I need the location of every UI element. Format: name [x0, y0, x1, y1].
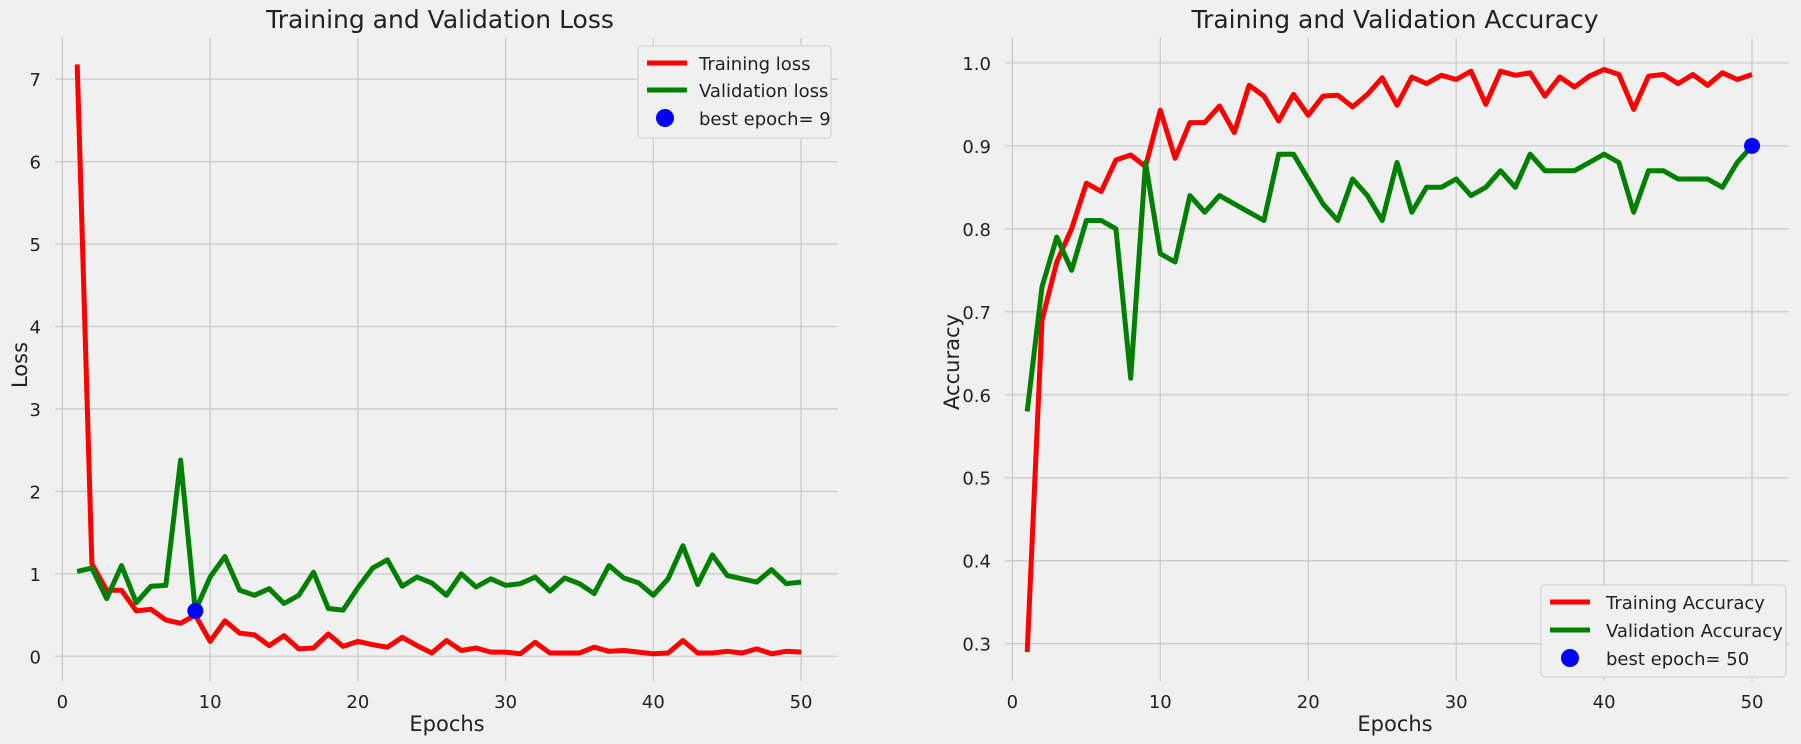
loss-legend-box: [637, 45, 832, 139]
loss-x-tick-2: 20: [346, 692, 369, 713]
loss-y-tick-0: 0: [30, 647, 41, 668]
accuracy-y-tick-5: 0.8: [962, 220, 991, 241]
loss-ticks: 0 1 2 3 4 5 6 7 0 10 20 30 40 50: [30, 70, 813, 713]
loss-chart-title: Training and Validation Loss: [265, 5, 614, 34]
loss-y-tick-3: 3: [30, 400, 41, 421]
accuracy-x-tick-1: 10: [1149, 692, 1172, 713]
loss-legend: Training loss Validation loss best epoch…: [637, 45, 832, 139]
loss-y-tick-4: 4: [30, 318, 41, 339]
loss-y-tick-1: 1: [30, 565, 41, 586]
accuracy-legend-marker-best: [1561, 649, 1579, 667]
loss-x-tick-5: 50: [790, 692, 813, 713]
loss-y-tick-7: 7: [30, 70, 41, 91]
accuracy-x-tick-0: 0: [1007, 692, 1018, 713]
accuracy-y-axis-label: Accuracy: [940, 314, 964, 410]
loss-legend-label-validation: Validation loss: [699, 81, 828, 102]
loss-chart: 0 1 2 3 4 5 6 7 0 10 20 30 40 50 Training and Validat…: [8, 5, 838, 736]
accuracy-x-tick-3: 30: [1445, 692, 1468, 713]
accuracy-series-line-validation: [1024, 144, 1754, 412]
loss-legend-label-best: best epoch= 9: [699, 109, 831, 130]
loss-y-tick-2: 2: [30, 482, 41, 503]
accuracy-x-axis-label: Epochs: [1357, 712, 1432, 736]
accuracy-legend-label-validation: Validation Accuracy: [1606, 621, 1783, 642]
loss-x-tick-0: 0: [57, 692, 68, 713]
loss-grid: [55, 38, 838, 681]
accuracy-legend-label-training: Training Accuracy: [1605, 593, 1765, 614]
accuracy-best-epoch-point: [1744, 137, 1761, 154]
accuracy-y-tick-7: 1.0: [962, 54, 991, 75]
loss-y-tick-5: 5: [30, 235, 41, 256]
accuracy-legend-label-best: best epoch= 50: [1606, 649, 1749, 670]
loss-best-epoch-point: [187, 602, 204, 619]
accuracy-y-tick-2: 0.5: [962, 469, 991, 490]
loss-legend-label-training: Training loss: [698, 54, 811, 75]
accuracy-y-tick-6: 0.9: [962, 137, 991, 158]
loss-series-line-training: [74, 64, 802, 657]
loss-x-tick-4: 40: [642, 692, 665, 713]
accuracy-chart-title: Training and Validation Accuracy: [1190, 5, 1598, 34]
accuracy-x-tick-2: 20: [1297, 692, 1320, 713]
accuracy-legend-box: [1540, 584, 1787, 678]
accuracy-x-tick-5: 50: [1741, 692, 1764, 713]
accuracy-y-tick-0: 0.3: [962, 635, 991, 656]
loss-series: [74, 64, 802, 657]
accuracy-series-line-training: [1024, 67, 1753, 653]
accuracy-y-tick-1: 0.4: [962, 552, 991, 573]
accuracy-y-tick-3: 0.6: [962, 386, 991, 407]
accuracy-x-tick-4: 40: [1593, 692, 1616, 713]
accuracy-legend: Training Accuracy Validation Accuracy be…: [1540, 584, 1787, 678]
loss-x-axis-label: Epochs: [409, 712, 484, 736]
accuracy-ticks: 0.3 0.4 0.5 0.6 0.7 0.8 0.9 1.0 0 10 20 30 40 50: [962, 54, 1763, 713]
loss-y-tick-6: 6: [30, 153, 41, 174]
accuracy-series: [1024, 67, 1761, 653]
loss-x-tick-1: 10: [199, 692, 222, 713]
loss-x-tick-3: 30: [494, 692, 517, 713]
accuracy-y-tick-4: 0.7: [962, 303, 991, 324]
loss-y-axis-label: Loss: [8, 342, 32, 388]
loss-legend-marker-best: [656, 109, 674, 127]
accuracy-chart: 0.3 0.4 0.5 0.6 0.7 0.8 0.9 1.0 0 10 20 30 40 50 Trai…: [940, 5, 1789, 736]
